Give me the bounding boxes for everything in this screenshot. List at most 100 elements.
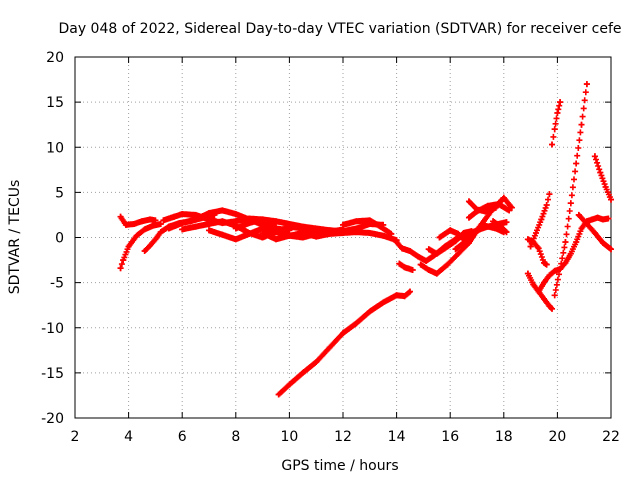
data-point	[562, 239, 569, 246]
x-tick-label: 16	[441, 429, 459, 445]
data-point	[275, 391, 282, 398]
data-point	[506, 207, 513, 214]
data-point	[232, 225, 239, 232]
data-point	[500, 194, 507, 201]
data-point	[259, 229, 266, 236]
data-point	[366, 229, 373, 236]
data-point	[366, 308, 373, 315]
data-point	[583, 81, 590, 88]
x-tick-label: 2	[71, 429, 80, 445]
data-point	[490, 218, 497, 225]
data-point	[141, 226, 148, 233]
data-point	[313, 225, 320, 232]
data-point	[591, 153, 598, 160]
data-point	[562, 259, 569, 266]
data-point	[125, 243, 132, 250]
y-tick-label: -15	[41, 366, 64, 382]
data-point	[152, 236, 159, 243]
series-s1	[117, 220, 164, 272]
data-point	[546, 272, 553, 279]
data-point	[171, 213, 178, 220]
data-point	[117, 213, 124, 220]
data-point	[474, 208, 480, 215]
data-point	[541, 295, 547, 302]
marker-trail	[275, 288, 413, 398]
data-point	[444, 261, 451, 268]
data-point	[192, 216, 199, 223]
series-s20	[490, 218, 510, 236]
data-point	[589, 216, 596, 223]
data-point	[599, 239, 606, 246]
data-point	[139, 218, 145, 225]
y-tick-label: 20	[46, 50, 64, 66]
data-point	[503, 219, 510, 226]
marker-trail	[549, 99, 564, 148]
data-point	[340, 229, 346, 236]
series-s28	[591, 153, 614, 203]
data-point	[460, 239, 467, 246]
y-tick-label: -10	[41, 321, 64, 337]
data-point	[543, 202, 550, 209]
data-point	[599, 216, 606, 223]
data-point	[527, 243, 534, 250]
data-point	[122, 221, 129, 228]
axis-ticks: 2 4 6 8 10 12 14 16 18 20 22 -20 -15 -10 -5 0 5 10 15 20	[41, 50, 620, 445]
data-point	[393, 292, 400, 299]
data-point	[353, 320, 360, 327]
data-point	[608, 196, 614, 203]
data-point	[465, 214, 472, 221]
data-point	[393, 239, 400, 246]
data-point	[179, 211, 186, 218]
data-point	[549, 141, 556, 148]
data-point	[535, 288, 542, 295]
data-point	[398, 245, 405, 252]
data-point	[415, 253, 422, 260]
data-point	[130, 220, 137, 227]
data-point	[206, 210, 212, 217]
data-point	[326, 344, 333, 351]
y-tick-label: 15	[46, 95, 64, 111]
data-point	[273, 218, 279, 225]
series-s13	[396, 260, 416, 273]
x-tick-label: 18	[495, 429, 513, 445]
y-tick-label: 10	[46, 140, 64, 156]
data-point	[377, 223, 384, 230]
data-point	[573, 239, 580, 246]
data-point	[401, 264, 408, 271]
data-point	[353, 218, 360, 225]
data-point	[597, 169, 604, 176]
data-point	[206, 227, 212, 234]
data-point	[532, 229, 539, 236]
data-point	[541, 279, 547, 286]
y-tick-label: 0	[55, 231, 64, 247]
data-point	[353, 229, 360, 236]
data-point	[452, 238, 459, 245]
data-point	[157, 220, 164, 227]
data-point	[575, 211, 582, 218]
data-point	[583, 220, 590, 227]
data-point	[117, 265, 124, 272]
data-point	[246, 220, 253, 227]
data-point	[179, 226, 186, 233]
y-tick-label: 5	[55, 185, 64, 201]
data-point	[157, 229, 164, 236]
data-point	[380, 232, 387, 239]
data-point	[407, 288, 413, 295]
marker-trail	[117, 221, 164, 272]
data-point	[436, 234, 443, 241]
data-point	[425, 266, 432, 273]
data-point	[286, 220, 293, 227]
data-point	[524, 270, 531, 277]
data-point	[141, 248, 148, 255]
data-point	[232, 211, 239, 218]
data-point	[219, 231, 226, 238]
data-point	[147, 242, 154, 249]
data-point	[460, 229, 467, 236]
data-point	[433, 250, 440, 257]
data-point	[192, 223, 199, 230]
x-tick-label: 22	[602, 429, 620, 445]
data-point	[567, 250, 574, 257]
data-point	[340, 330, 346, 337]
data-point	[147, 216, 154, 223]
data-point	[409, 266, 416, 273]
